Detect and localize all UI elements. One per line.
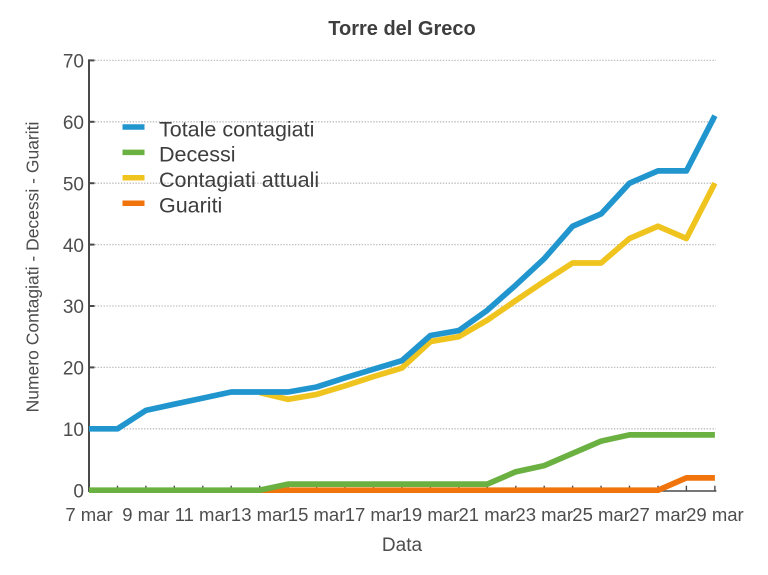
svg-text:Data: Data: [382, 535, 423, 556]
svg-text:10: 10: [63, 420, 84, 441]
svg-text:13 mar: 13 mar: [231, 504, 289, 525]
svg-text:Contagiati attuali: Contagiati attuali: [159, 168, 319, 192]
svg-text:29 mar: 29 mar: [686, 504, 744, 525]
svg-text:60: 60: [63, 113, 84, 134]
svg-text:50: 50: [63, 174, 84, 195]
svg-text:21 mar: 21 mar: [459, 504, 517, 525]
svg-text:Totale contagiati: Totale contagiati: [159, 117, 314, 141]
svg-text:70: 70: [63, 52, 84, 73]
svg-text:25 mar: 25 mar: [572, 504, 630, 525]
svg-text:40: 40: [63, 236, 84, 257]
svg-text:7 mar: 7 mar: [65, 504, 112, 525]
svg-text:30: 30: [63, 297, 84, 318]
svg-text:0: 0: [73, 481, 84, 502]
svg-text:17 mar: 17 mar: [345, 504, 403, 525]
svg-text:Torre del Greco: Torre del Greco: [328, 18, 475, 40]
svg-text:20: 20: [63, 359, 84, 380]
svg-text:Decessi: Decessi: [159, 143, 235, 167]
svg-text:9 mar: 9 mar: [122, 504, 169, 525]
svg-text:27 mar: 27 mar: [629, 504, 687, 525]
svg-text:15 mar: 15 mar: [288, 504, 346, 525]
svg-text:23 mar: 23 mar: [515, 504, 573, 525]
svg-text:Numero Contagiati - Decessi -: Numero Contagiati - Decessi - Guariti: [23, 122, 43, 413]
svg-text:Guariti: Guariti: [159, 194, 222, 218]
svg-text:19 mar: 19 mar: [402, 504, 460, 525]
svg-text:11 mar: 11 mar: [175, 504, 231, 525]
